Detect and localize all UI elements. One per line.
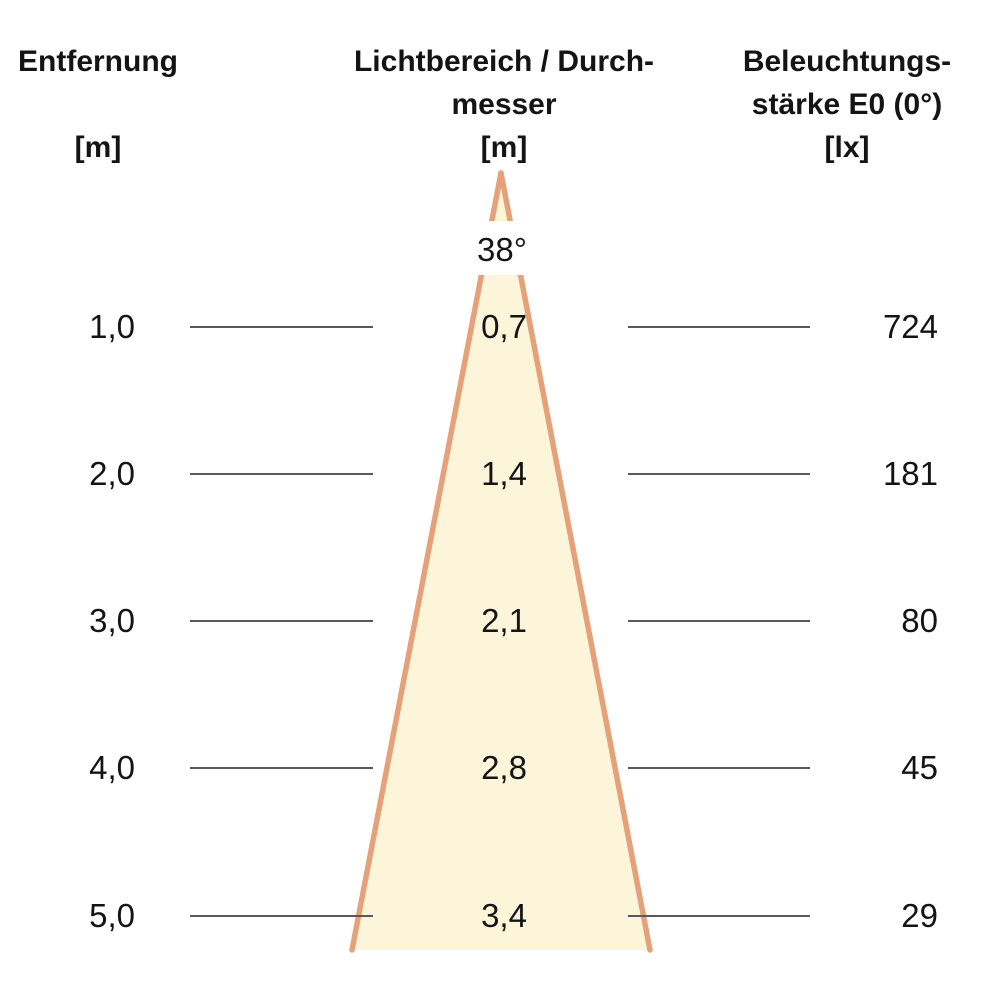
illuminance-value: 80 [901, 602, 938, 639]
illuminance-value: 181 [882, 455, 938, 492]
column-title-line1: Beleuchtungs- [742, 45, 952, 78]
table-row: 4,0 2,8 45 [0, 751, 1000, 785]
cone-left-edge [349, 170, 504, 953]
diameter-value: 2,8 [481, 749, 527, 786]
beam-angle-label: 38° [477, 231, 527, 268]
diameter-value: 2,1 [481, 602, 527, 639]
distance-value: 1,0 [89, 308, 135, 345]
distance-value: 5,0 [89, 897, 135, 934]
row-line-right [628, 326, 810, 328]
diameter-value: 1,4 [481, 455, 527, 492]
row-line-left [190, 620, 373, 622]
illuminance-value: 724 [882, 308, 938, 345]
angle-label-gap-mask [428, 221, 578, 275]
table-row: 1,0 0,7 724 [0, 310, 1000, 344]
table-row: 5,0 3,4 29 [0, 899, 1000, 933]
column-unit: [lx] [824, 131, 870, 164]
cone-right-edge [498, 170, 653, 953]
cone-fill-shape [352, 173, 650, 950]
row-line-left [190, 767, 373, 769]
row-line-right [628, 915, 810, 917]
table-row: 3,0 2,1 80 [0, 604, 1000, 638]
column-title: Entfernung [18, 45, 178, 78]
column-title-line1: Lichtbereich / Durch- [353, 45, 655, 78]
diameter-value: 3,4 [481, 897, 527, 934]
row-line-left [190, 326, 373, 328]
distance-value: 4,0 [89, 749, 135, 786]
row-line-left [190, 473, 373, 475]
distance-value: 2,0 [89, 455, 135, 492]
distance-value: 3,0 [89, 602, 135, 639]
illuminance-value: 29 [901, 897, 938, 934]
column-title-line2: messer [451, 88, 557, 121]
table-row: 2,0 1,4 181 [0, 457, 1000, 491]
row-line-left [190, 915, 373, 917]
row-line-right [628, 473, 810, 475]
column-unit: [m] [74, 131, 122, 164]
diameter-value: 0,7 [481, 308, 527, 345]
column-unit: [m] [480, 131, 528, 164]
row-line-right [628, 767, 810, 769]
column-title-line2: stärke E0 (0°) [751, 88, 943, 121]
row-line-right [628, 620, 810, 622]
illuminance-value: 45 [901, 749, 938, 786]
